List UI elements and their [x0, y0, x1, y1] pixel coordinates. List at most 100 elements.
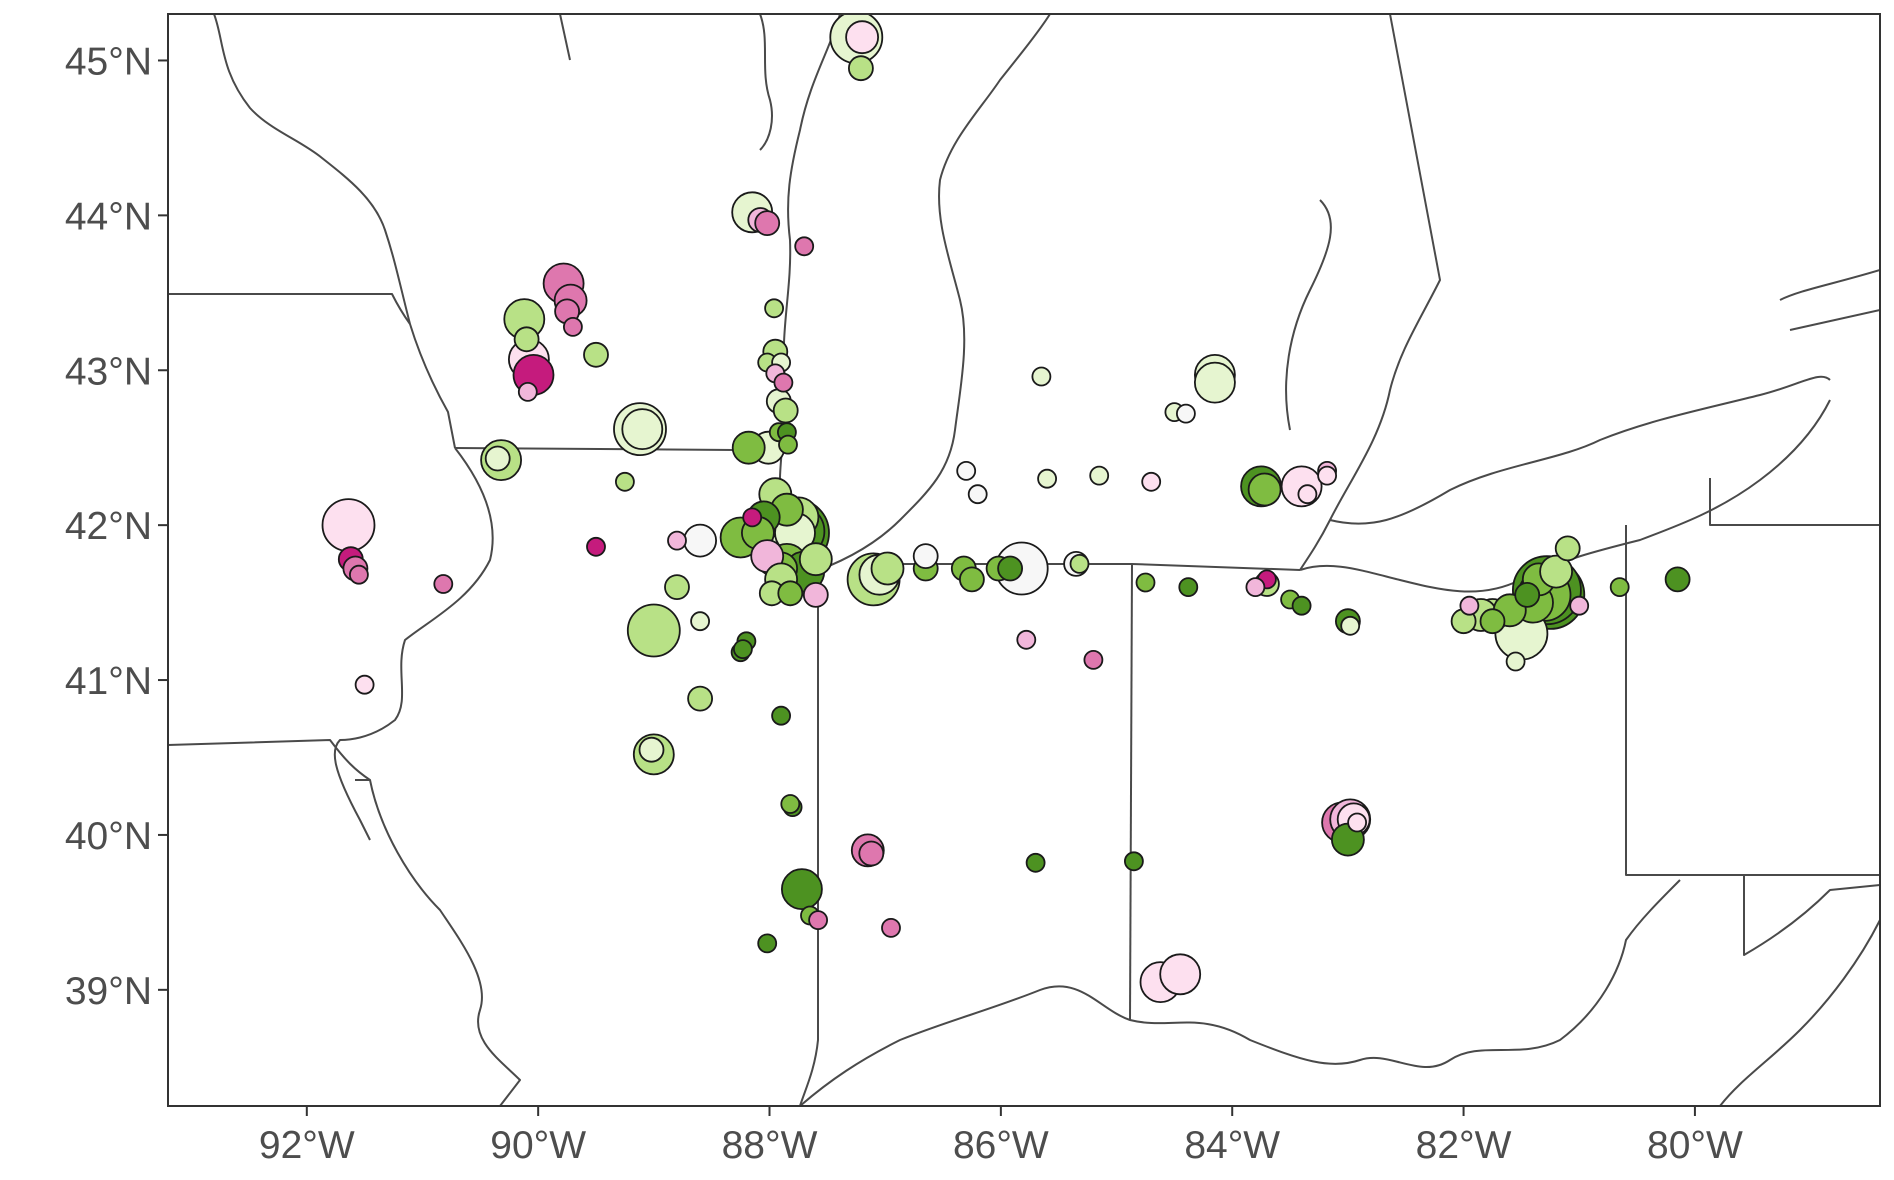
site-marker: [1194, 361, 1236, 404]
boundary-il-mo: [369, 779, 521, 1106]
site-marker: [1031, 366, 1052, 387]
site-marker: [1083, 650, 1104, 670]
site-marker: [912, 543, 939, 569]
site-marker: [1505, 651, 1526, 672]
site-marker: [1069, 554, 1090, 574]
site-marker: [513, 326, 540, 353]
site-marker: [1025, 852, 1046, 873]
y-tick-label: 45°N: [65, 40, 152, 83]
site-marker: [773, 372, 794, 393]
site-marker: [764, 298, 784, 319]
boundary-wi-mi: [559, 14, 571, 61]
boundary-pa-ny: [1709, 478, 1880, 526]
boundary-wv: [1719, 875, 1880, 1106]
site-marker: [798, 542, 833, 577]
door-peninsula: [759, 14, 773, 151]
site-marker: [1347, 812, 1367, 833]
site-marker: [780, 794, 801, 814]
site-marker: [1340, 615, 1361, 636]
site-marker: [354, 674, 375, 695]
site-marker: [583, 341, 609, 368]
site-marker: [1245, 577, 1266, 597]
site-marker: [1297, 484, 1318, 505]
boundary-mn-ia: [168, 293, 411, 325]
site-marker: [1037, 468, 1057, 489]
site-marker: [1178, 577, 1199, 597]
y-tick-label: 40°N: [65, 815, 152, 858]
lake-erie-north-shore: [1329, 375, 1831, 525]
site-marker: [757, 933, 778, 954]
x-axis: 92°W 90°W 88°W 86°W 84°W 82°W 80°W: [259, 1106, 1743, 1167]
panel-border: [167, 13, 1881, 1107]
site-marker: [517, 381, 538, 402]
boundary-ia-il: [333, 447, 494, 841]
lake-erie-south-shore: [1299, 399, 1831, 593]
x-tick-label: 82°W: [1416, 1124, 1512, 1167]
site-marker: [778, 434, 798, 455]
site-marker: [586, 536, 606, 557]
site-marker: [1135, 572, 1156, 593]
site-marker: [433, 574, 454, 594]
site-marker: [848, 55, 874, 82]
y-tick-label: 44°N: [65, 195, 152, 238]
x-tick-label: 86°W: [953, 1124, 1049, 1167]
site-marker: [667, 530, 687, 551]
site-marker: [967, 484, 988, 505]
site-marker: [733, 639, 753, 659]
site-marker: [858, 840, 885, 867]
site-marker: [997, 555, 1023, 582]
site-marker: [1317, 465, 1337, 486]
site-marker: [781, 868, 823, 910]
lake-michigan-east-shore: [804, 14, 1051, 576]
boundary-wi-west: [213, 14, 456, 449]
site-marker: [1291, 595, 1312, 616]
site-marker: [731, 430, 766, 465]
boundary-in-oh: [1129, 563, 1133, 1021]
site-marker: [742, 507, 763, 528]
site-marker: [1247, 472, 1282, 507]
site-marker: [1609, 577, 1630, 597]
site-marker: [1459, 595, 1480, 616]
site-marker: [683, 523, 717, 558]
site-marker: [1554, 535, 1581, 562]
y-tick-label: 41°N: [65, 660, 152, 703]
site-marker: [638, 736, 665, 763]
site-marker: [845, 20, 879, 55]
y-tick-label: 39°N: [65, 970, 152, 1013]
site-marker: [1016, 629, 1037, 650]
saginaw-bay: [1285, 199, 1332, 431]
site-marker: [956, 460, 977, 481]
site-marker: [1569, 595, 1590, 616]
x-tick-label: 90°W: [490, 1124, 586, 1167]
site-marker: [1159, 953, 1202, 996]
site-marker: [754, 210, 781, 237]
boundary-il-in: [799, 575, 819, 1106]
site-marker: [1141, 471, 1162, 492]
site-marker: [664, 574, 690, 600]
ohio-river: [799, 879, 1681, 1106]
site-marker: [690, 611, 710, 632]
site-marker: [777, 580, 804, 607]
boundary-oh-pa: [1625, 525, 1880, 876]
state-boundaries: [168, 14, 1880, 1106]
site-marker: [1479, 608, 1506, 635]
site-marker: [808, 910, 828, 930]
site-marker: [615, 471, 635, 492]
site-marker: [1124, 851, 1144, 872]
site-marker: [771, 705, 791, 726]
site-markers: [321, 14, 1691, 1003]
x-tick-label: 88°W: [722, 1124, 818, 1167]
site-marker: [687, 685, 713, 712]
site-marker: [321, 498, 376, 552]
site-marker: [621, 408, 664, 451]
site-marker: [1514, 582, 1541, 608]
boundary-ny-ontario: [1779, 269, 1880, 331]
michigan-lake-huron-shore: [1299, 14, 1441, 571]
site-marker: [484, 445, 511, 472]
site-marker: [626, 603, 681, 658]
x-tick-label: 92°W: [259, 1124, 355, 1167]
site-marker: [772, 397, 799, 424]
x-tick-label: 80°W: [1647, 1124, 1743, 1167]
